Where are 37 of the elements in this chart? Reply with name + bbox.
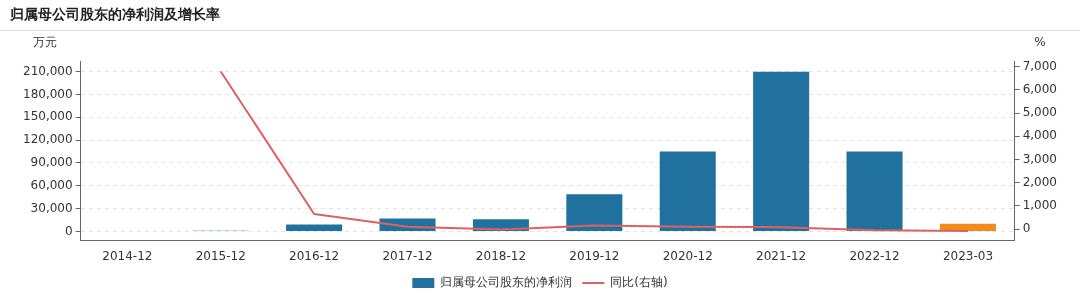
x-tick-label: 2018-12	[475, 248, 526, 263]
y2-axis-title: %	[1034, 35, 1046, 50]
y2-tick-label: 2,000	[1022, 174, 1058, 189]
bar	[286, 224, 343, 231]
y2-tick-label: 5,000	[1022, 105, 1058, 120]
x-tick-label: 2023-03	[942, 248, 994, 263]
y-tick-label: 120,000	[23, 132, 73, 147]
y-tick-label: 180,000	[23, 86, 73, 101]
x-tick-label: 2021-12	[756, 248, 807, 263]
y2-tick-label: 4,000	[1022, 128, 1058, 143]
y-tick-label: 210,000	[23, 63, 73, 78]
bar	[753, 71, 810, 231]
x-tick-label: 2022-12	[849, 248, 900, 263]
y-tick-label: 150,000	[23, 109, 73, 124]
y-tick-label: 60,000	[30, 177, 73, 192]
y2-tick-label: 3,000	[1022, 151, 1058, 166]
y2-tick-label: 6,000	[1022, 82, 1058, 97]
y-tick-label: 30,000	[30, 200, 73, 215]
y-axis-title: 万元	[33, 35, 57, 50]
x-tick-label: 2015-12	[195, 248, 246, 263]
x-tick-label: 2020-12	[662, 248, 713, 263]
y-tick-label: 0	[64, 223, 73, 238]
legend-label: 同比(右轴)	[610, 275, 668, 290]
x-tick-label: 2019-12	[569, 248, 620, 263]
bar	[846, 151, 903, 231]
y2-tick-label: 1,000	[1022, 197, 1058, 212]
y2-tick-label: 7,000	[1022, 58, 1058, 73]
bar	[566, 194, 623, 231]
bar	[659, 151, 716, 231]
chart-title: 归属母公司股东的净利润及增长率	[0, 0, 1080, 31]
legend-label: 归属母公司股东的净利润	[440, 275, 573, 290]
bar	[939, 223, 996, 231]
x-tick-label: 2014-12	[102, 248, 153, 263]
y2-tick-label: 0	[1022, 221, 1031, 236]
x-tick-label: 2016-12	[289, 248, 340, 263]
y-tick-label: 90,000	[30, 155, 73, 170]
x-tick-label: 2017-12	[382, 248, 433, 263]
